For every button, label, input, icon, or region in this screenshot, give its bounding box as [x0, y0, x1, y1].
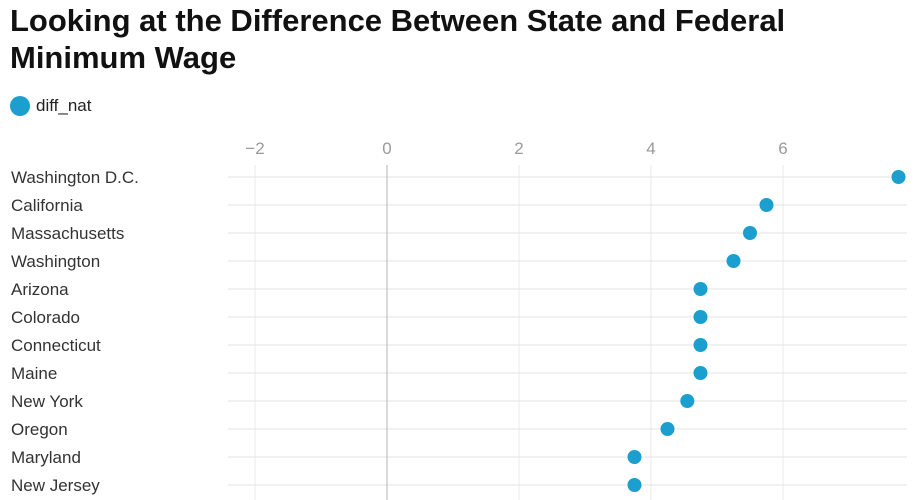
x-tick-label: 4: [646, 139, 655, 158]
category-label: Arizona: [11, 280, 69, 299]
x-tick-label: 6: [778, 139, 787, 158]
data-point: [693, 366, 708, 380]
data-point: [680, 394, 695, 408]
x-tick-label: 2: [514, 139, 523, 158]
data-point: [891, 170, 906, 184]
x-tick-label: 0: [382, 139, 391, 158]
legend-label-diff-nat: diff_nat: [36, 96, 92, 115]
data-point: [627, 450, 642, 464]
category-label: Colorado: [11, 308, 80, 327]
gridlines-horizontal: [228, 176, 907, 486]
legend: diff_nat: [10, 95, 91, 117]
x-tick-label: −2: [245, 139, 264, 158]
data-point: [743, 226, 757, 240]
data-point: [693, 310, 708, 324]
category-label: Oregon: [11, 420, 68, 439]
data-point: [660, 422, 675, 436]
data-point: [627, 478, 642, 492]
category-label: Maine: [11, 364, 57, 383]
category-label: Massachusetts: [11, 224, 124, 243]
category-label: New Jersey: [11, 476, 100, 495]
category-label: Connecticut: [11, 336, 101, 355]
category-label: California: [11, 196, 83, 215]
data-point: [693, 282, 708, 296]
category-label: New York: [11, 392, 83, 411]
data-point: [693, 338, 708, 352]
category-label: Maryland: [11, 448, 81, 467]
chart-title: Looking at the Difference Between State …: [10, 3, 786, 75]
data-point: [759, 198, 774, 212]
data-point: [726, 254, 741, 268]
x-tick-labels: −2 0 2 4 6: [245, 139, 787, 158]
legend-swatch-diff-nat: [10, 96, 30, 116]
category-label: Washington D.C.: [11, 168, 139, 187]
data-points: [627, 170, 906, 492]
category-labels: Washington D.C. California Massachusetts Wa…: [11, 168, 139, 495]
gridlines-vertical: [254, 165, 784, 500]
category-label: Washington: [11, 252, 100, 271]
